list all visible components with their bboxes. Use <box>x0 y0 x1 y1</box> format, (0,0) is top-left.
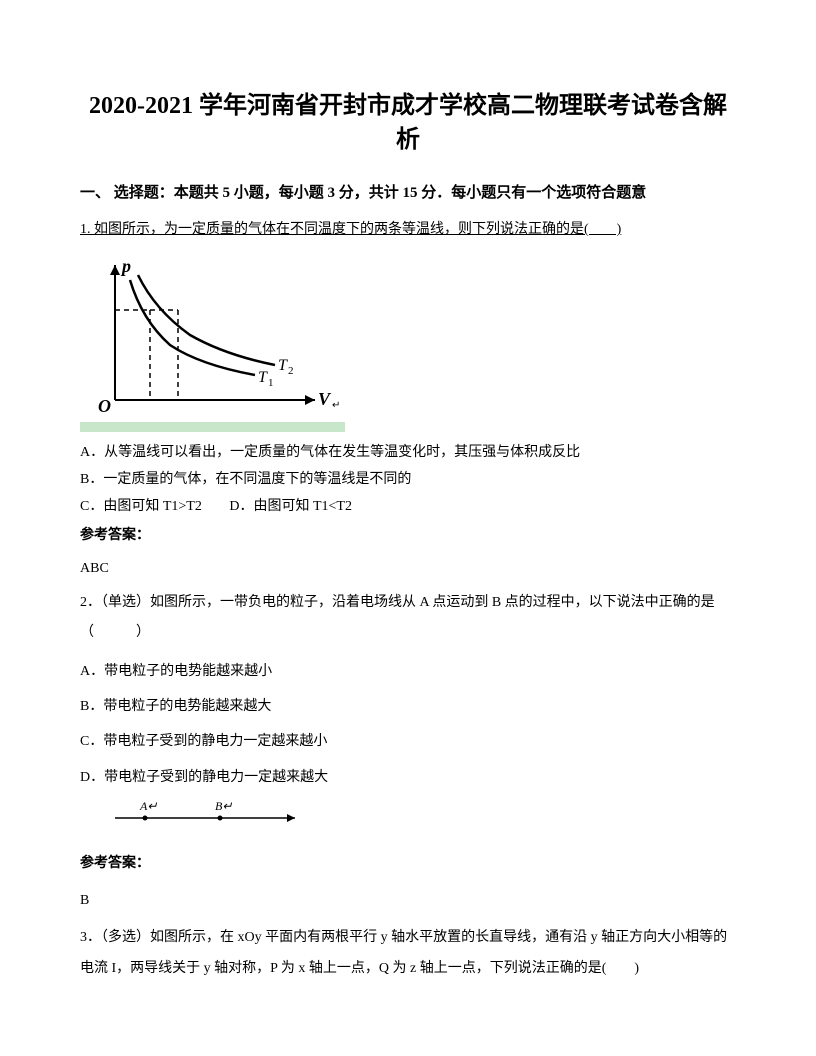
p-axis-label: p <box>120 256 131 276</box>
t1-sub: 1 <box>268 377 274 389</box>
q1-option-b: B．一定质量的气体，在不同温度下的等温线是不同的 <box>80 467 736 492</box>
q2-option-c: C．带电粒子受到的静电力一定越来越小 <box>80 729 736 754</box>
q1-option-c: C．由图可知 T1>T2 <box>80 499 202 514</box>
q2-text: 2．（单选）如图所示，一带负电的粒子，沿着电场线从 A 点运动到 B 点的过程中… <box>80 588 736 650</box>
q1-option-a: A．从等温线可以看出，一定质量的气体在发生等温变化时，其压强与体积成反比 <box>80 440 736 465</box>
q1-options-cd: C．由图可知 T1>T2 D．由图可知 T1<T2 <box>80 494 736 519</box>
question-3: 3．（多选）如图所示，在 xOy 平面内有两根平行 y 轴水平放置的长直导线，通… <box>80 923 736 985</box>
q2-answer: B <box>80 888 736 913</box>
v-subscript: ↵ <box>332 400 340 411</box>
question-1: 1. 如图所示，为一定质量的气体在不同温度下的两条等温线，则下列说法正确的是( … <box>80 217 736 581</box>
origin-label: O <box>98 396 111 416</box>
q3-text: 3．（多选）如图所示，在 xOy 平面内有两根平行 y 轴水平放置的长直导线，通… <box>80 923 736 985</box>
q2-answer-label: 参考答案： <box>80 851 736 876</box>
q1-answer: ABC <box>80 556 736 581</box>
highlight-bar <box>80 422 345 432</box>
section-header: 一、 选择题：本题共 5 小题，每小题 3 分，共计 15 分．每小题只有一个选… <box>80 181 736 205</box>
ab-line-diagram: A↵ B↵ <box>110 800 310 828</box>
q2-option-a: A．带电粒子的电势能越来越小 <box>80 659 736 684</box>
point-b-label: B↵ <box>215 800 232 813</box>
t1-label: T <box>258 369 268 386</box>
t2-label: T <box>278 357 288 374</box>
q1-figure: O p V ↵ T 2 T 1 <box>80 250 736 431</box>
q1-answer-label: 参考答案： <box>80 523 736 548</box>
question-2: 2．（单选）如图所示，一带负电的粒子，沿着电场线从 A 点运动到 B 点的过程中… <box>80 588 736 914</box>
page-title: 2020-2021 学年河南省开封市成才学校高二物理联考试卷含解析 <box>80 90 736 157</box>
v-axis-label: V <box>318 389 332 409</box>
point-a-label: A↵ <box>139 800 157 813</box>
q2-option-d: D．带电粒子受到的静电力一定越来越大 <box>80 765 736 790</box>
t2-sub: 2 <box>288 365 294 377</box>
q2-figure: A↵ B↵ <box>110 800 736 837</box>
q1-text: 1. 如图所示，为一定质量的气体在不同温度下的两条等温线，则下列说法正确的是( … <box>80 217 736 242</box>
q1-option-d: D．由图可知 T1<T2 <box>229 499 352 514</box>
pv-diagram: O p V ↵ T 2 T 1 <box>80 250 340 420</box>
q2-option-b: B．带电粒子的电势能越来越大 <box>80 694 736 719</box>
